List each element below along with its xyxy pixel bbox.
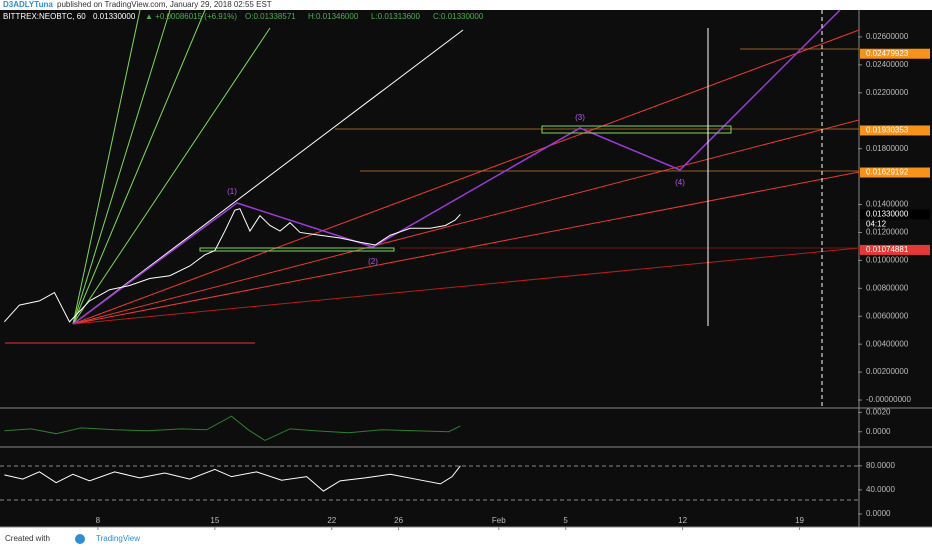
logo (75, 534, 85, 544)
wave-label: (1) (227, 187, 237, 196)
y-tick-label: 0.0000 (866, 509, 891, 518)
price-label: 0.01930353 (866, 126, 909, 135)
price-label: 0.01629192 (866, 168, 909, 177)
published: published on TradingView.com, January 29… (57, 0, 272, 9)
y-tick-label: 0.0000 (866, 427, 891, 436)
author: D3ADLYTuna (3, 0, 53, 9)
wave-label: (4) (675, 178, 685, 187)
open: O:0.01338571 (245, 12, 296, 21)
y-tick-label: 80.0000 (866, 461, 895, 470)
y-tick-label: 0.00600000 (866, 311, 909, 320)
price-label-box (860, 244, 930, 255)
last: 0.01330000 (93, 12, 136, 21)
y-tick-label: 0.0020 (866, 407, 891, 416)
y-tick-label: 0.00800000 (866, 283, 909, 292)
price-label-box (860, 125, 930, 136)
x-tick-label: 8 (96, 516, 101, 525)
y-tick-label: 0.00200000 (866, 367, 909, 376)
price-label: 0.01330000 (866, 209, 909, 218)
x-tick-label: 5 (563, 516, 568, 525)
y-tick-label: 0.00400000 (866, 339, 909, 348)
y-tick-label: 0.01000000 (866, 256, 909, 265)
price-label: 0.01074881 (866, 245, 909, 254)
y-tick-label: -0.00000000 (866, 395, 911, 404)
close: C:0.01330000 (433, 12, 484, 21)
brand: TradingView (96, 534, 140, 543)
wave-label: (2) (368, 257, 378, 266)
wave-label: (3) (575, 113, 585, 122)
x-tick-label: 15 (210, 516, 219, 525)
change: ▲ +0.00086015 (+6.91%) (145, 12, 237, 21)
price-line (4, 415, 461, 442)
y-tick-label: 0.01200000 (866, 228, 909, 237)
header: D3ADLYTuna published on TradingView.com,… (3, 0, 484, 21)
y-tick-label: 0.02600000 (866, 32, 909, 41)
footer: Created with TradingView (5, 534, 140, 544)
y-tick-label: 0.01400000 (866, 200, 909, 209)
low: L:0.01313600 (371, 12, 420, 21)
x-tick-label: 22 (327, 516, 336, 525)
price-line (4, 465, 461, 492)
x-tick-label: 26 (394, 516, 403, 525)
x-tick-label: 12 (678, 516, 687, 525)
price-label-box (860, 48, 930, 59)
y-tick-label: 0.02400000 (866, 60, 909, 69)
price-label-box (860, 167, 930, 178)
y-tick-label: 0.02200000 (866, 88, 909, 97)
price-line (3, 208, 461, 323)
price-label: 0.02479923 (866, 49, 909, 58)
chart-bg (0, 10, 932, 527)
countdown: 04:12 (866, 219, 887, 228)
price-label-box (860, 209, 930, 220)
created-with: Created with (5, 534, 50, 543)
symbol: BITTREX:NEOBTC, 60 (3, 12, 86, 21)
drawings (0, 9, 860, 501)
x-tick-label: 19 (795, 516, 804, 525)
high: H:0.01346000 (308, 12, 359, 21)
x-tick-label: Feb (492, 516, 506, 525)
y-tick-label: 40.0000 (866, 485, 895, 494)
y-tick-label: 0.01800000 (866, 144, 909, 153)
